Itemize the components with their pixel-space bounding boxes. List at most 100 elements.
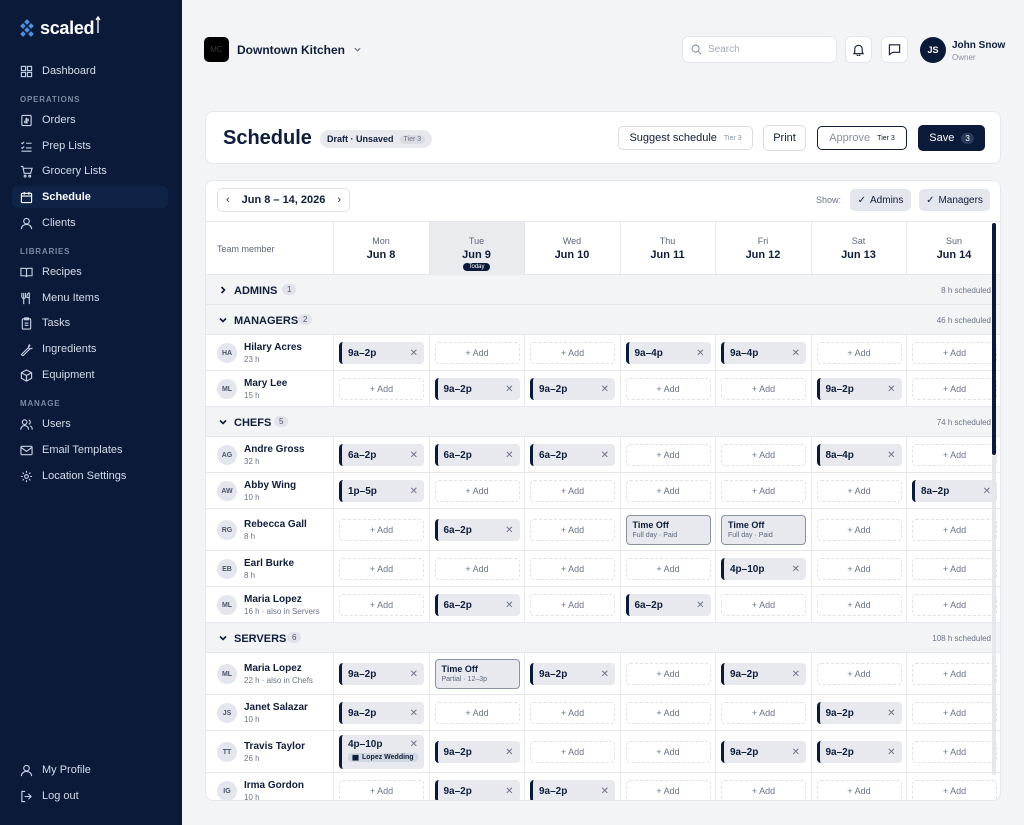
- add-shift-button[interactable]: + Add: [912, 342, 997, 364]
- add-shift-button[interactable]: + Add: [912, 702, 997, 724]
- shift-block[interactable]: 4p–10p ✕ Lopez Wedding: [339, 735, 424, 769]
- add-shift-button[interactable]: + Add: [625, 444, 711, 466]
- close-icon[interactable]: ✕: [409, 707, 418, 719]
- close-icon[interactable]: ✕: [409, 485, 418, 497]
- add-shift-button[interactable]: + Add: [816, 780, 902, 800]
- scrollbar-track[interactable]: [992, 455, 996, 775]
- nav-log-out[interactable]: Log out: [12, 785, 168, 807]
- add-shift-button[interactable]: + Add: [721, 378, 806, 400]
- close-icon[interactable]: ✕: [887, 449, 896, 461]
- add-shift-button[interactable]: + Add: [912, 780, 997, 800]
- add-shift-button[interactable]: + Add: [530, 702, 615, 724]
- close-icon[interactable]: ✕: [791, 746, 800, 758]
- shift-block[interactable]: 9a–2p ✕: [339, 702, 424, 724]
- print-button[interactable]: Print: [763, 125, 806, 151]
- add-shift-button[interactable]: + Add: [816, 663, 902, 685]
- shift-block[interactable]: 9a–2p ✕: [721, 663, 806, 685]
- group-header-chefs[interactable]: CHEFS 5 74 h scheduled: [206, 407, 1000, 437]
- shift-block[interactable]: 6a–2p ✕: [434, 519, 520, 541]
- add-shift-button[interactable]: + Add: [339, 558, 424, 580]
- add-shift-button[interactable]: + Add: [912, 378, 997, 400]
- close-icon[interactable]: ✕: [600, 383, 609, 395]
- search-box[interactable]: [682, 36, 837, 63]
- shift-block[interactable]: 6a–2p ✕: [434, 444, 520, 466]
- close-icon[interactable]: ✕: [696, 599, 705, 611]
- shift-block[interactable]: 6a–2p ✕: [434, 594, 520, 616]
- add-shift-button[interactable]: + Add: [912, 663, 997, 685]
- shift-block[interactable]: 8a–4p ✕: [816, 444, 902, 466]
- next-week-button[interactable]: ›: [337, 194, 341, 206]
- close-icon[interactable]: ✕: [791, 668, 800, 680]
- member-name[interactable]: Irma Gordon: [244, 780, 305, 791]
- add-shift-button[interactable]: + Add: [721, 444, 806, 466]
- member-name[interactable]: Hilary Acres: [244, 342, 302, 353]
- add-shift-button[interactable]: + Add: [625, 480, 711, 502]
- approve-button[interactable]: Approve Tier 3: [817, 126, 907, 150]
- close-icon[interactable]: ✕: [887, 707, 896, 719]
- nav-clients[interactable]: Clients: [12, 212, 168, 234]
- nav-recipes[interactable]: Recipes: [12, 261, 168, 283]
- time-off-block[interactable]: Time Off Partial · 12–3p: [434, 659, 520, 689]
- add-shift-button[interactable]: + Add: [530, 741, 615, 763]
- filter-chip-admins[interactable]: ✓ Admins: [850, 189, 911, 211]
- scrollbar-thumb[interactable]: [992, 223, 996, 455]
- add-shift-button[interactable]: + Add: [912, 594, 997, 616]
- add-shift-button[interactable]: + Add: [721, 780, 806, 800]
- shift-block[interactable]: 9a–2p ✕: [339, 663, 424, 685]
- member-name[interactable]: Earl Burke: [244, 558, 295, 569]
- nav-users[interactable]: Users: [12, 413, 168, 435]
- add-shift-button[interactable]: + Add: [434, 342, 520, 364]
- add-shift-button[interactable]: + Add: [721, 702, 806, 724]
- add-shift-button[interactable]: + Add: [434, 702, 520, 724]
- shift-block[interactable]: 9a–4p ✕: [625, 342, 711, 364]
- member-name[interactable]: Travis Taylor: [244, 741, 305, 752]
- add-shift-button[interactable]: + Add: [912, 519, 997, 541]
- group-header-servers[interactable]: SERVERS 6 108 h scheduled: [206, 623, 1000, 653]
- close-icon[interactable]: ✕: [409, 347, 418, 359]
- notifications-button[interactable]: [845, 36, 872, 63]
- nav-email-templates[interactable]: Email Templates: [12, 439, 168, 461]
- add-shift-button[interactable]: + Add: [625, 558, 711, 580]
- nav-my-profile[interactable]: My Profile: [12, 759, 168, 781]
- nav-grocery-lists[interactable]: Grocery Lists: [12, 160, 168, 182]
- event-tag[interactable]: Lopez Wedding: [348, 753, 418, 762]
- close-icon[interactable]: ✕: [505, 746, 514, 758]
- close-icon[interactable]: ✕: [409, 449, 418, 461]
- add-shift-button[interactable]: + Add: [625, 663, 711, 685]
- add-shift-button[interactable]: + Add: [530, 519, 615, 541]
- suggest-schedule-button[interactable]: Suggest schedule Tier 3: [618, 126, 753, 150]
- nav-equipment[interactable]: Equipment: [12, 364, 168, 386]
- shift-block[interactable]: 9a–2p ✕: [816, 378, 902, 400]
- add-shift-button[interactable]: + Add: [912, 741, 997, 763]
- add-shift-button[interactable]: + Add: [530, 558, 615, 580]
- close-icon[interactable]: ✕: [887, 746, 896, 758]
- shift-block[interactable]: 6a–2p ✕: [625, 594, 711, 616]
- group-header-managers[interactable]: MANAGERS 2 46 h scheduled: [206, 305, 1000, 335]
- close-icon[interactable]: ✕: [600, 785, 609, 797]
- close-icon[interactable]: ✕: [600, 449, 609, 461]
- add-shift-button[interactable]: + Add: [816, 594, 902, 616]
- shift-block[interactable]: 9a–2p ✕: [721, 741, 806, 763]
- nav-schedule[interactable]: Schedule: [12, 186, 168, 208]
- shift-block[interactable]: 1p–5p ✕: [339, 480, 424, 502]
- shift-block[interactable]: 9a–4p ✕: [721, 342, 806, 364]
- member-name[interactable]: Maria Lopez: [244, 594, 302, 605]
- add-shift-button[interactable]: + Add: [434, 558, 520, 580]
- nav-menu-items[interactable]: Menu Items: [12, 287, 168, 309]
- add-shift-button[interactable]: + Add: [530, 594, 615, 616]
- kitchen-selector[interactable]: MC Downtown Kitchen: [204, 37, 362, 62]
- brand-logo[interactable]: scaled: [18, 15, 101, 39]
- close-icon[interactable]: ✕: [409, 668, 418, 680]
- shift-block[interactable]: 4p–10p ✕: [721, 558, 806, 580]
- add-shift-button[interactable]: + Add: [339, 780, 424, 800]
- add-shift-button[interactable]: + Add: [530, 342, 615, 364]
- close-icon[interactable]: ✕: [505, 599, 514, 611]
- nav-location-settings[interactable]: Location Settings: [12, 465, 168, 487]
- shift-block[interactable]: 9a–2p ✕: [434, 378, 520, 400]
- member-name[interactable]: Andre Gross: [244, 444, 305, 455]
- add-shift-button[interactable]: + Add: [625, 702, 711, 724]
- add-shift-button[interactable]: + Add: [625, 780, 711, 800]
- add-shift-button[interactable]: + Add: [816, 342, 902, 364]
- add-shift-button[interactable]: + Add: [339, 378, 424, 400]
- close-icon[interactable]: ✕: [505, 383, 514, 395]
